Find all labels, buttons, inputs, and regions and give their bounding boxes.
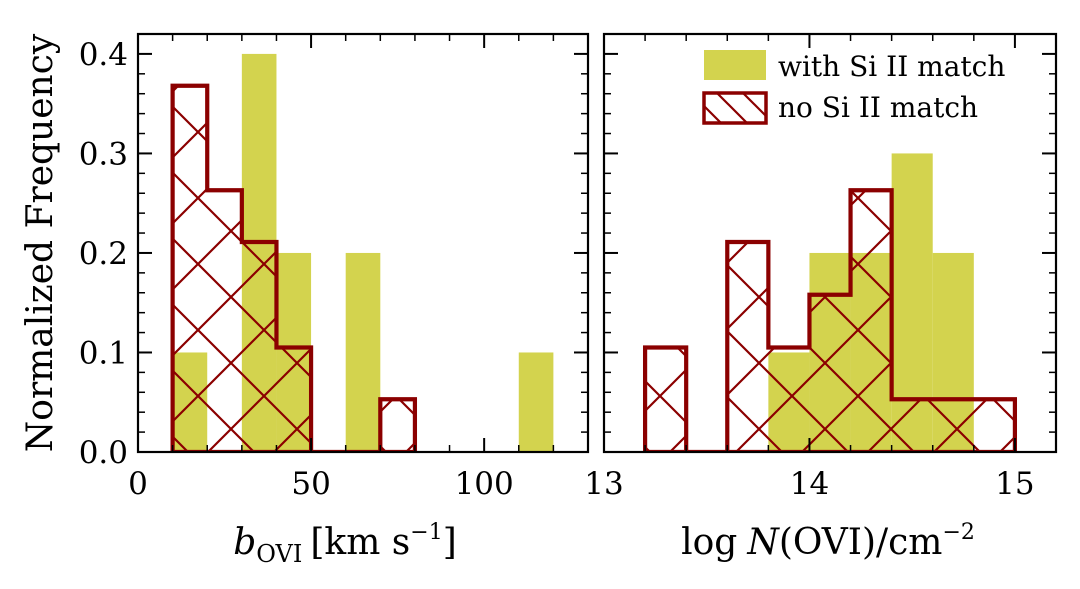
bvalue-x-tick-label: 100	[455, 466, 514, 502]
y-tick-label: 0.3	[79, 136, 128, 172]
histogram-panel-column-density: 13 14 15 log N(OVI)/cm−2 with Si II match n…	[584, 32, 1058, 563]
bvalue-no-match-hatch	[172, 85, 415, 452]
legend-label-no-match: no Si II match	[778, 91, 978, 124]
column-density-axes-frame	[602, 32, 1058, 454]
bvalue-tick-labels: 0 50 100 0.0 0.1 0.2 0.3 0.4	[79, 37, 514, 502]
y-axis-label: Normalized Frequency	[20, 33, 61, 452]
x-axis-label-bvalue: bOVI [km s−1]	[233, 520, 457, 568]
y-tick-label: 0.4	[79, 37, 128, 73]
column-density-x-tick-label: 15	[995, 466, 1034, 502]
bvalue-with-match-bar	[345, 252, 381, 452]
bvalue-x-tick-label: 50	[291, 466, 330, 502]
y-tick-label: 0.0	[79, 435, 128, 471]
legend-label-with-match: with Si II match	[778, 50, 1005, 83]
histogram-panel-bvalue: 0 50 100 0.0 0.1 0.2 0.3 0.4 Normalized Frequen…	[20, 32, 590, 568]
legend-swatch-with-match	[704, 50, 766, 80]
bvalue-x-tick-label: 0	[128, 466, 148, 502]
legend-swatch-no-match-hatch	[702, 91, 768, 125]
legend: with Si II match no Si II match	[702, 50, 1005, 125]
column-density-x-tick-label: 13	[584, 466, 623, 502]
bvalue-bars	[170, 53, 554, 452]
y-tick-label: 0.2	[79, 236, 128, 272]
x-axis-label-column-density: log N(OVI)/cm−2	[681, 520, 975, 563]
column-density-bars	[642, 153, 1018, 452]
column-density-x-tick-label: 14	[790, 466, 829, 502]
bvalue-axes-frame	[136, 32, 590, 454]
y-tick-label: 0.1	[79, 335, 128, 371]
column-density-no-match-outline	[642, 188, 1018, 452]
bvalue-no-match-outline	[170, 83, 418, 452]
column-density-no-match-hatch	[645, 190, 1015, 452]
bvalue-with-match-bar	[518, 352, 554, 452]
column-density-tick-labels: 13 14 15	[584, 466, 1034, 502]
